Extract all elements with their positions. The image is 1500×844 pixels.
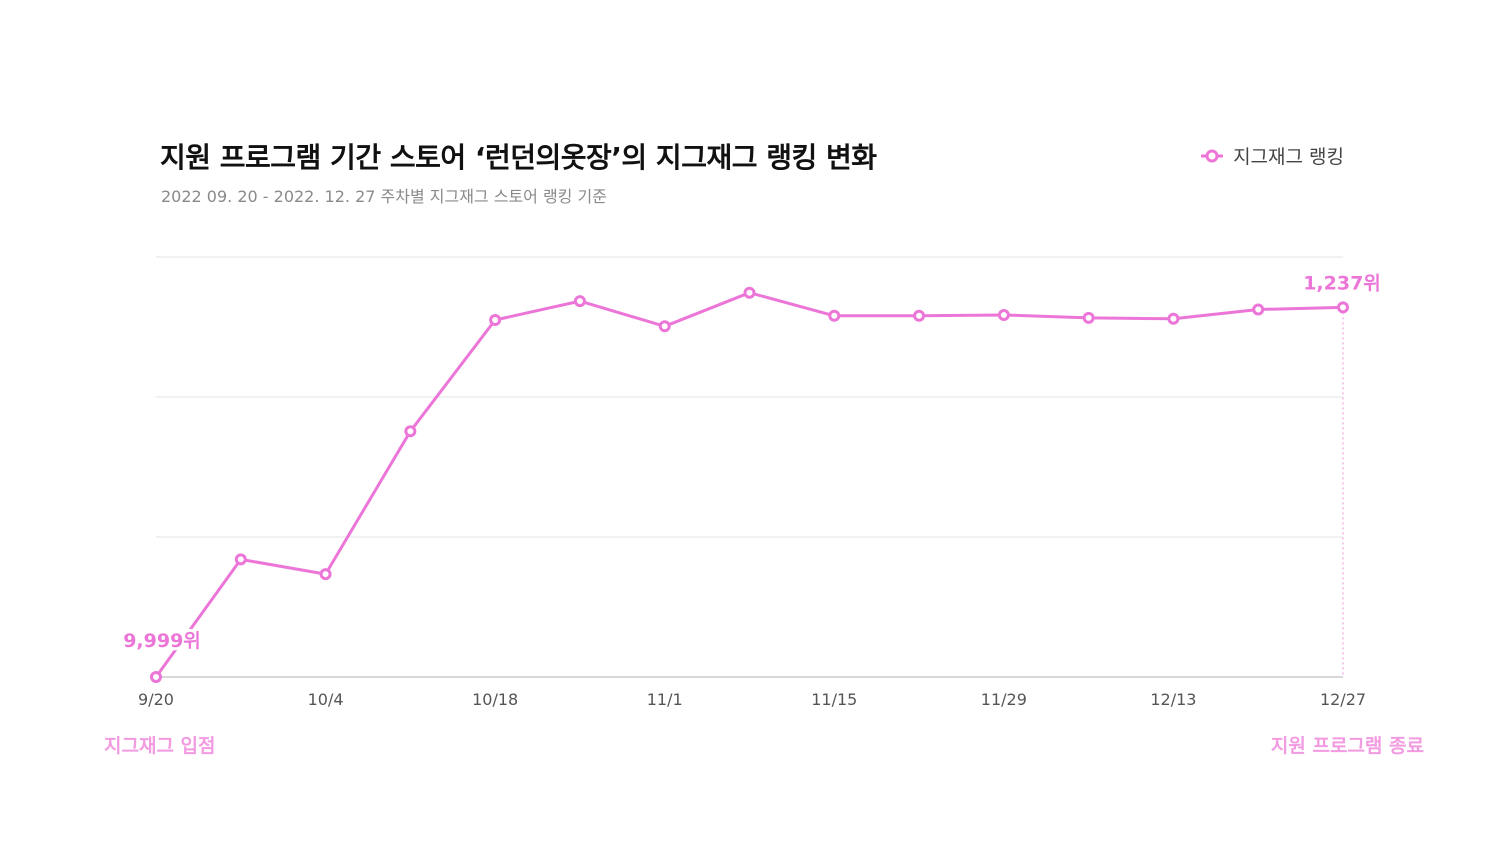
ranking-series [150, 286, 1349, 683]
data-point [828, 309, 841, 322]
end-annotation: 지원 프로그램 종료 [1270, 735, 1424, 757]
grid-lines [156, 256, 1343, 538]
chart-subtitle: 2022 09. 20 - 2022. 12. 27 주차별 지그재그 스토어 … [161, 187, 607, 206]
x-tick-label: 10/4 [308, 690, 344, 709]
data-point [1252, 303, 1265, 316]
x-tick-label: 11/29 [981, 690, 1027, 709]
data-point [1082, 311, 1095, 324]
data-point [404, 425, 417, 438]
data-point [997, 308, 1010, 321]
data-point [1337, 301, 1349, 314]
legend: 지그재그 랭킹 [1201, 142, 1344, 169]
data-point [234, 553, 247, 566]
x-tick-label: 11/15 [811, 690, 857, 709]
x-tick-label: 12/27 [1320, 690, 1366, 709]
data-point [150, 671, 162, 683]
x-tick-label: 10/18 [472, 690, 518, 709]
x-tick-label: 11/1 [647, 690, 683, 709]
data-label-halo: 1,237위 [1303, 272, 1381, 294]
x-tick-label: 9/20 [138, 690, 174, 709]
data-label: 1,237위 [1303, 272, 1381, 294]
data-point [913, 309, 926, 322]
start-annotation: 지그재그 입점 [104, 735, 216, 757]
data-point [319, 568, 332, 581]
data-point [1167, 312, 1180, 325]
data-point [489, 314, 502, 326]
data-point [573, 295, 586, 308]
data-point [743, 286, 756, 299]
data-label-halo: 9,999위 [123, 630, 201, 652]
data-point [658, 320, 671, 333]
chart-title: 지원 프로그램 기간 스토어 ‘런던의옷장’의 지그재그 랭킹 변화 [160, 141, 877, 174]
x-tick-label: 12/13 [1150, 690, 1196, 709]
legend-marker-icon [1201, 149, 1224, 163]
data-label: 9,999위 [123, 630, 201, 652]
legend-label: 지그재그 랭킹 [1233, 146, 1344, 168]
series-line [154, 291, 1345, 679]
x-axis: 9/20 10/4 10/18 11/1 11/15 11/29 12/13 12/27 [138, 676, 1366, 709]
